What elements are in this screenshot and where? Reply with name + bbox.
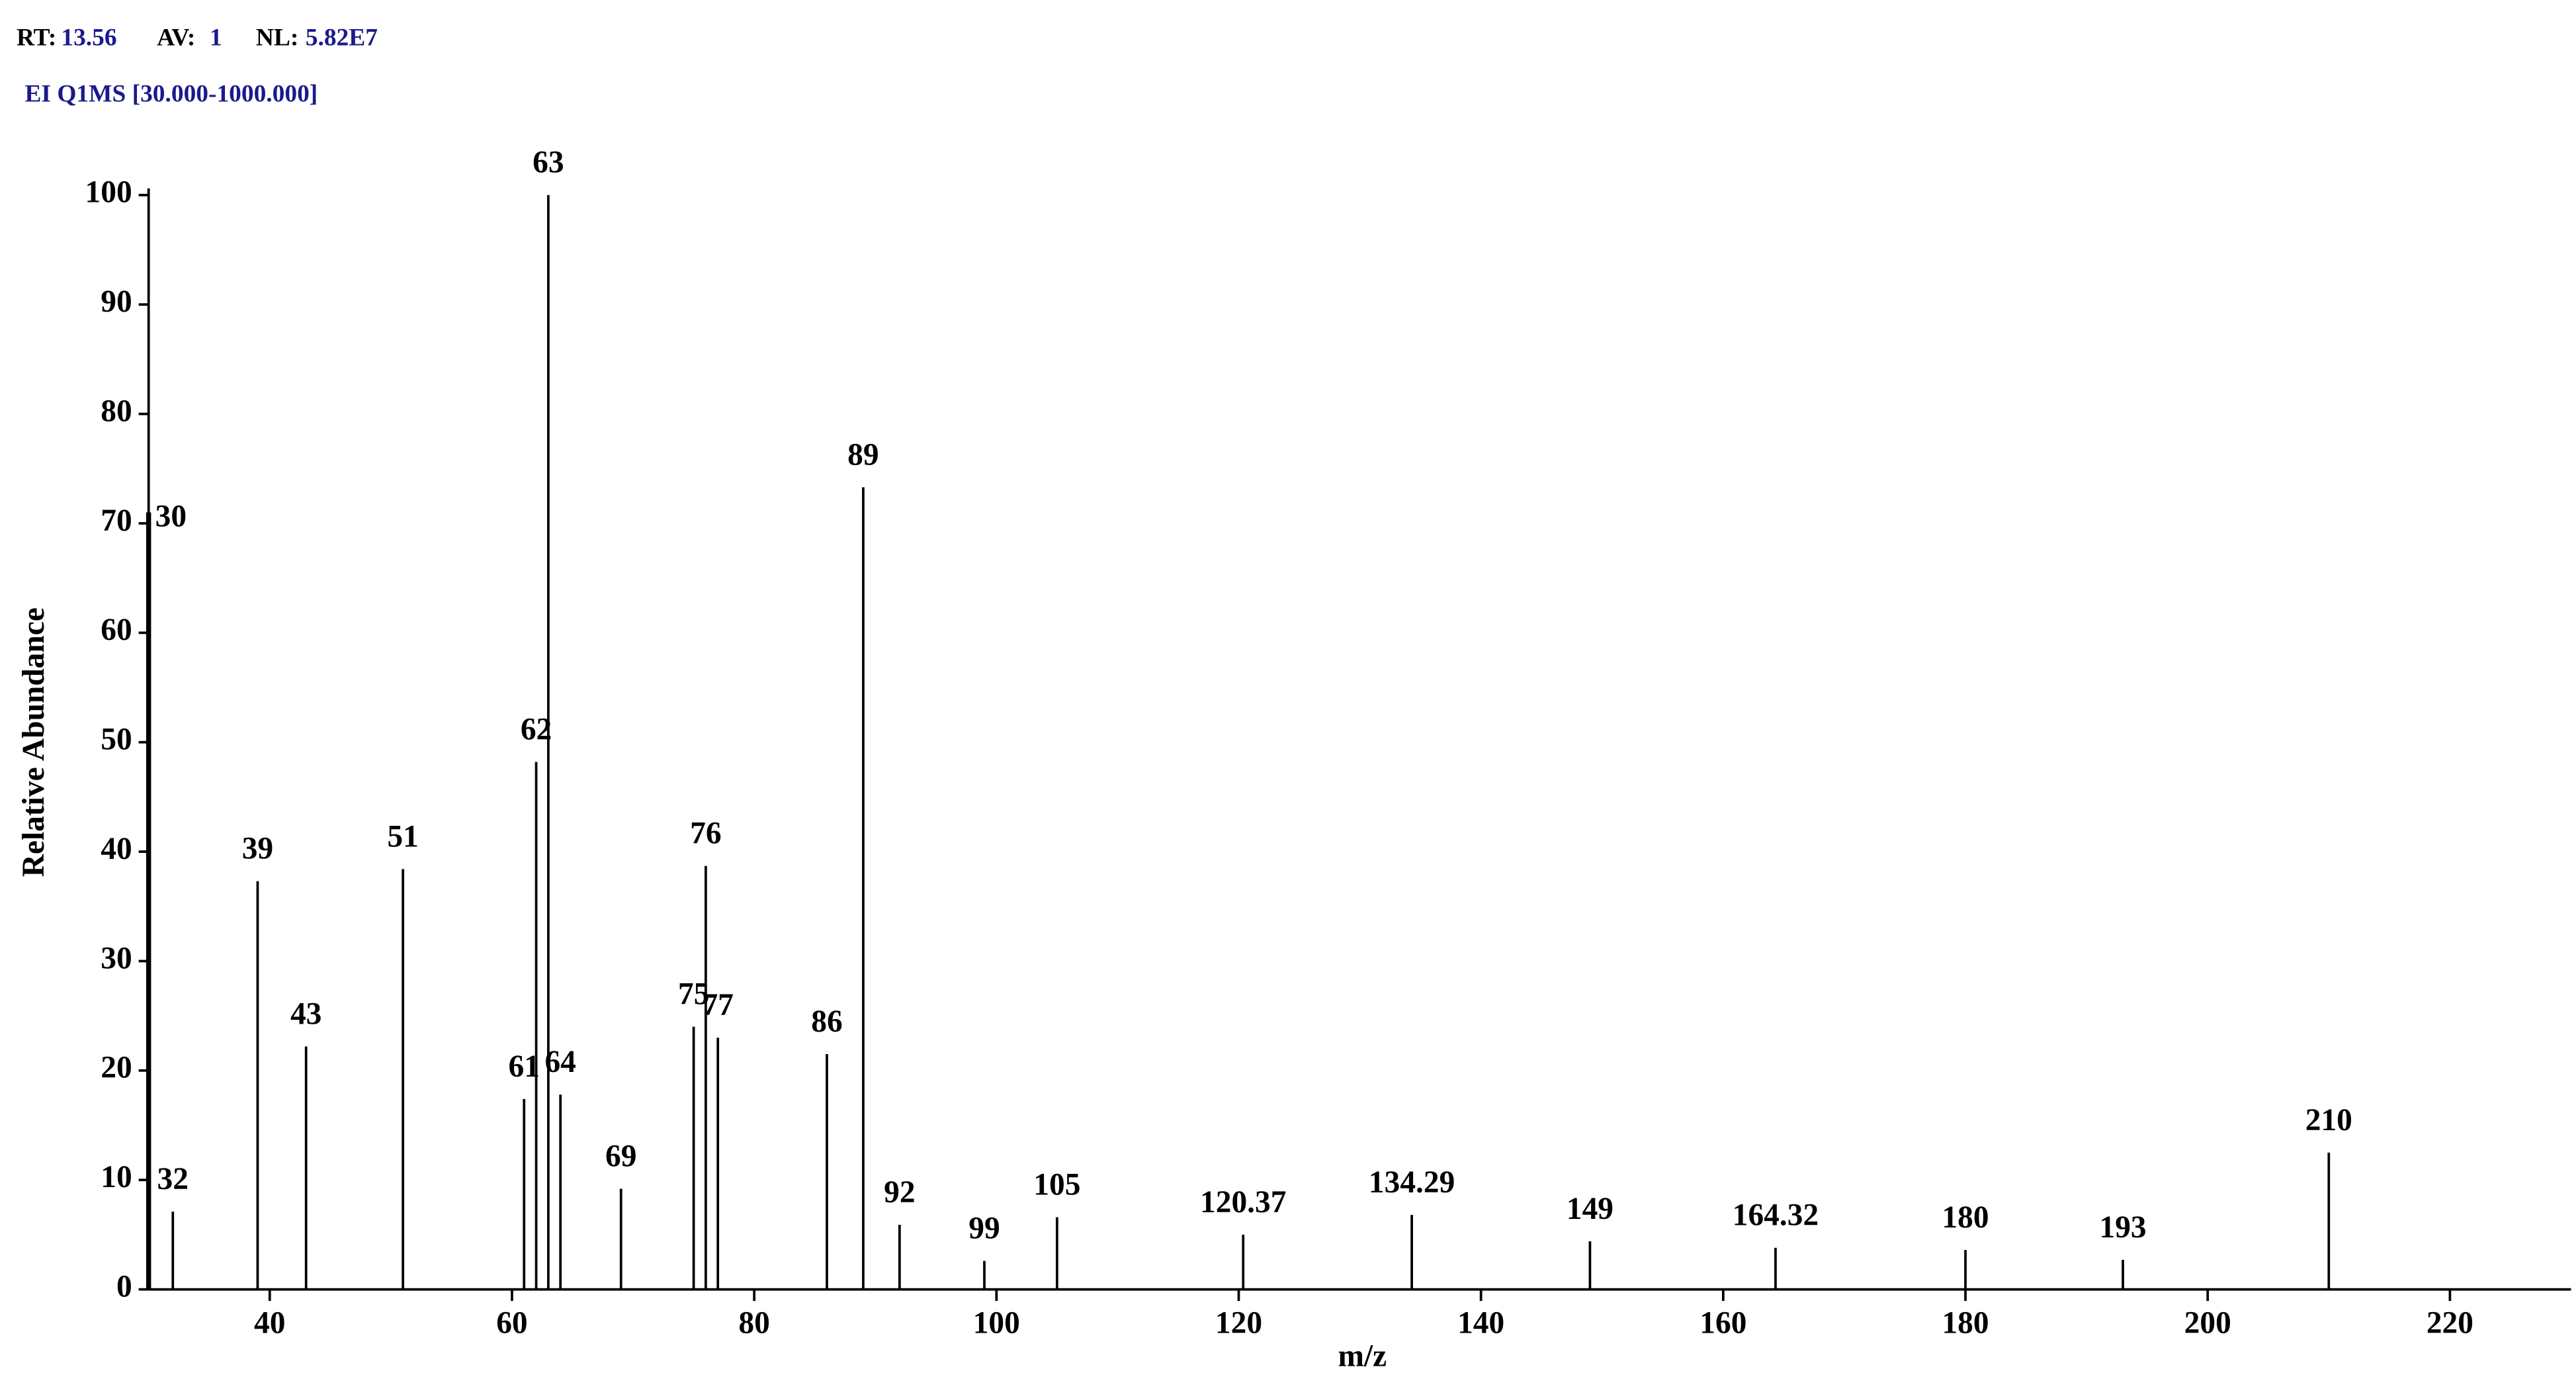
rt-label: RT:: [17, 24, 56, 52]
x-tick-label: 80: [738, 1306, 769, 1340]
peak-label: 43: [290, 997, 322, 1031]
x-tick-label: 120: [1215, 1306, 1262, 1340]
x-axis-title: m/z: [1338, 1339, 1387, 1373]
peak-label: 75: [678, 977, 709, 1012]
peak-label: 134.29: [1369, 1165, 1455, 1200]
peak-label: 120.37: [1200, 1185, 1286, 1220]
x-tick-label: 40: [254, 1306, 285, 1340]
peak-label: 62: [521, 712, 552, 746]
peak-label: 164.32: [1733, 1198, 1819, 1233]
y-tick-label: 50: [101, 723, 132, 757]
y-tick-label: 10: [101, 1160, 132, 1194]
peak-label: 105: [1033, 1167, 1080, 1202]
peak-label: 30: [155, 499, 187, 533]
x-tick-label: 140: [1457, 1306, 1504, 1340]
y-tick-label: 0: [116, 1269, 132, 1304]
y-axis-title: Relative Abundance: [17, 607, 51, 877]
peak-label: 64: [544, 1045, 576, 1079]
peak-label: 210: [2305, 1103, 2352, 1137]
y-tick-label: 80: [101, 394, 132, 428]
scan-filter: EI Q1MS [30.000-1000.000]: [24, 80, 318, 107]
peak-label: 76: [690, 816, 721, 850]
x-tick-label: 60: [496, 1306, 527, 1340]
x-tick-label: 200: [2184, 1306, 2231, 1340]
peak-label: 69: [605, 1139, 636, 1173]
x-tick-label: 160: [1699, 1306, 1746, 1340]
av-label: AV:: [157, 24, 195, 52]
nl-value: 5.82E7: [306, 24, 378, 52]
y-tick-label: 60: [101, 613, 132, 647]
peak-label: 193: [2100, 1210, 2147, 1245]
x-tick-label: 220: [2426, 1306, 2473, 1340]
y-tick-label: 30: [101, 941, 132, 975]
x-tick-label: 100: [973, 1306, 1020, 1340]
y-tick-label: 70: [101, 504, 132, 538]
peak-label: 63: [533, 146, 564, 180]
peak-label: 92: [884, 1175, 915, 1210]
peak-label: 180: [1942, 1200, 1989, 1235]
peak-label: 99: [968, 1212, 1000, 1246]
peak-label: 77: [702, 988, 733, 1022]
nl-label: NL:: [256, 24, 298, 52]
peak-label: 39: [242, 832, 273, 866]
rt-value: 13.56: [61, 24, 116, 52]
x-tick-label: 180: [1942, 1306, 1989, 1340]
peak-label: 51: [387, 819, 418, 854]
y-tick-label: 100: [85, 175, 132, 210]
peak-label: 149: [1567, 1192, 1613, 1226]
y-tick-label: 20: [101, 1051, 132, 1085]
peak-label: 32: [157, 1162, 189, 1196]
av-value: 1: [210, 24, 222, 52]
peak-label: 86: [811, 1004, 842, 1039]
y-tick-label: 40: [101, 832, 132, 866]
peak-label: 61: [509, 1049, 540, 1084]
y-tick-label: 90: [101, 285, 132, 319]
peak-label: 89: [847, 437, 879, 472]
